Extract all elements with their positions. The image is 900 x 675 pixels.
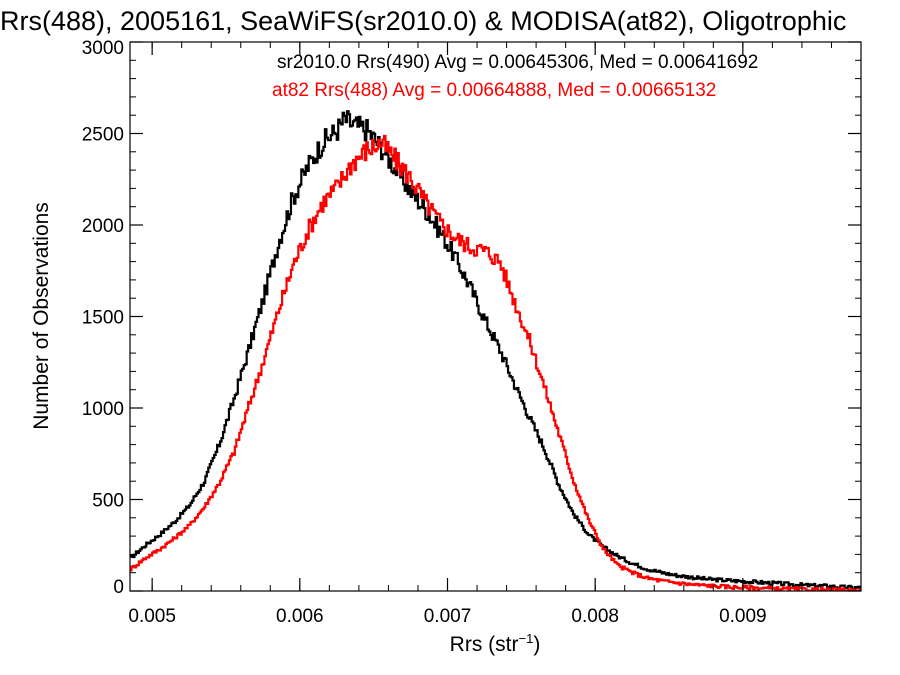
x-tick-label: 0.009 [719,606,767,627]
y-axis-label: Number of Observations [30,202,53,430]
x-tick-label: 0.006 [276,606,324,627]
y-tick-label: 1000 [82,399,124,420]
x-axis-label: Rrs (str−1) [450,631,541,656]
legend-entry-sr2010: sr2010.0 Rrs(490) Avg = 0.00645306, Med … [277,52,758,73]
y-tick-label: 2500 [82,125,124,146]
legend-entry-at82: at82 Rrs(488) Avg = 0.00664888, Med = 0.… [272,80,716,101]
series-line-sr2010-0 [130,110,861,590]
series-layer [130,110,861,591]
y-tick-label: 2000 [82,216,124,237]
chart-title: Rrs(488), 2005161, SeaWiFS(sr2010.0) & M… [0,6,846,36]
plot-frame [129,41,862,592]
x-tick-label: 0.007 [424,606,472,627]
y-tick-label: 500 [92,491,124,512]
y-tick-label: 3000 [82,38,124,59]
legend: sr2010.0 Rrs(490) Avg = 0.00645306, Med … [272,52,758,101]
x-tick-label: 0.008 [571,606,619,627]
series-line-at82 [130,134,861,591]
ticks-layer: 0.005 0.006 0.007 0.008 0.009 0 500 1000 1500 200… [82,38,862,627]
y-tick-label: 1500 [82,308,124,329]
y-tick-label: 0 [113,577,124,598]
x-tick-label: 0.005 [128,606,176,627]
